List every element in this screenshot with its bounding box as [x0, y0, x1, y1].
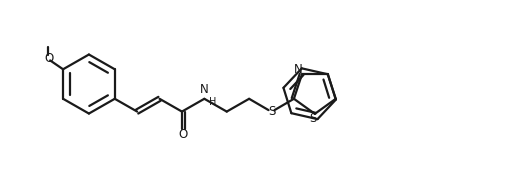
Text: S: S — [309, 112, 317, 125]
Text: O: O — [45, 52, 54, 65]
Text: O: O — [179, 128, 188, 141]
Text: S: S — [268, 105, 275, 118]
Text: N: N — [293, 63, 302, 76]
Text: N: N — [200, 83, 209, 96]
Text: H: H — [209, 97, 217, 107]
